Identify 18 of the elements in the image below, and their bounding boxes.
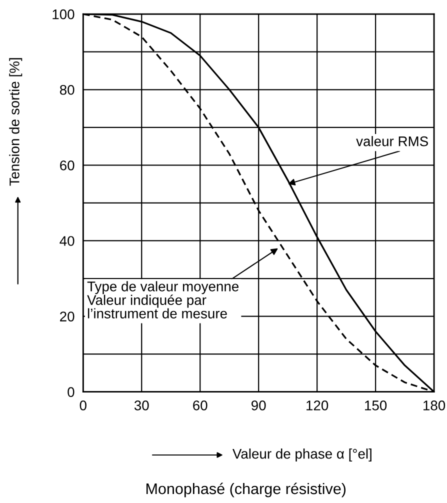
x-tick-label: 30: [134, 400, 149, 410]
text: Monophasé (charge résistive): [146, 482, 346, 498]
x-axis-title: Valeur de phase α [°el]: [232, 448, 372, 462]
annotation: Type de valeur moyenne Valeur indiquée par l’instrument de mesure: [87, 281, 239, 318]
y-tick-label: 0: [68, 387, 74, 398]
y-tick-label: 60: [60, 160, 74, 170]
y-tick-label: 80: [60, 84, 74, 95]
x-tick-label: 60: [193, 400, 208, 410]
x-tick-label: 0: [80, 400, 86, 410]
x-tick-label: 90: [252, 400, 266, 410]
annotation: valeur RMS: [356, 136, 428, 146]
y-tick-label: 100: [52, 9, 74, 20]
y-tick-label: 20: [60, 312, 74, 322]
y-tick-label: 40: [60, 236, 74, 246]
y-axis-title: Tension de sortie [%]: [9, 58, 22, 186]
x-tick-label: 120: [306, 400, 328, 410]
x-tick-label: 180: [424, 400, 446, 410]
x-tick-label: 150: [365, 400, 387, 410]
